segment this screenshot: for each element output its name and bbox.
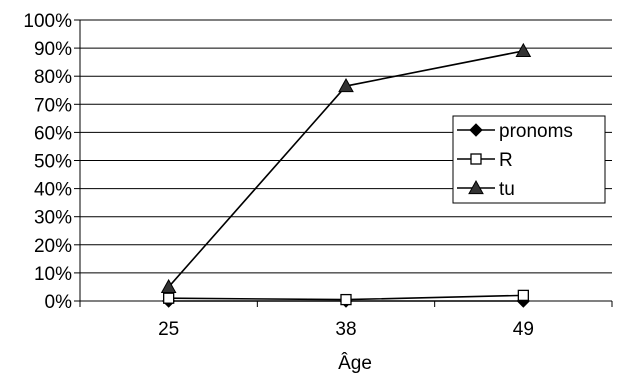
legend-item-pronoms: pronoms [457, 121, 573, 142]
x-axis-ticks: 25 38 49 [79, 301, 613, 340]
series-r [163, 289, 529, 306]
y-tick-label: 70% [34, 95, 72, 116]
data-point [515, 42, 532, 58]
y-tick-label: 60% [34, 123, 72, 144]
data-point [160, 278, 177, 294]
y-axis-ticks: 0% 10% 20% 30% 40% 50% 60% 70% 80% 90% 100% [23, 11, 80, 313]
data-point [340, 293, 352, 306]
legend-item-r: R [457, 150, 513, 171]
y-tick-label: 30% [34, 208, 72, 229]
y-tick-label: 50% [34, 152, 72, 173]
y-tick-label: 40% [34, 180, 72, 201]
data-point [163, 292, 175, 304]
y-tick-label: 80% [34, 67, 72, 88]
series-tu [160, 42, 532, 294]
legend: pronoms Rtu [452, 115, 606, 204]
legend-marker [469, 123, 483, 137]
legend-item-tu: tu [457, 179, 515, 200]
x-axis-label: Âge [338, 352, 372, 374]
x-tick-label: 38 [335, 319, 356, 340]
y-tick-label: 100% [23, 11, 72, 32]
x-tick-label: 49 [513, 319, 534, 340]
legend-marker [468, 179, 484, 195]
grid [80, 19, 612, 274]
legend-marker [470, 153, 482, 165]
x-tick-label: 25 [158, 319, 179, 340]
legend-label: tu [499, 179, 515, 200]
y-tick-label: 10% [34, 264, 72, 285]
y-tick-label: 90% [34, 39, 72, 60]
legend-label: R [499, 150, 513, 171]
y-tick-label: 20% [34, 236, 72, 257]
legend-label: pronoms [499, 121, 573, 142]
data-point [517, 289, 529, 302]
y-tick-label: 0% [45, 292, 73, 313]
series-group [160, 42, 532, 308]
data-point [338, 78, 354, 93]
